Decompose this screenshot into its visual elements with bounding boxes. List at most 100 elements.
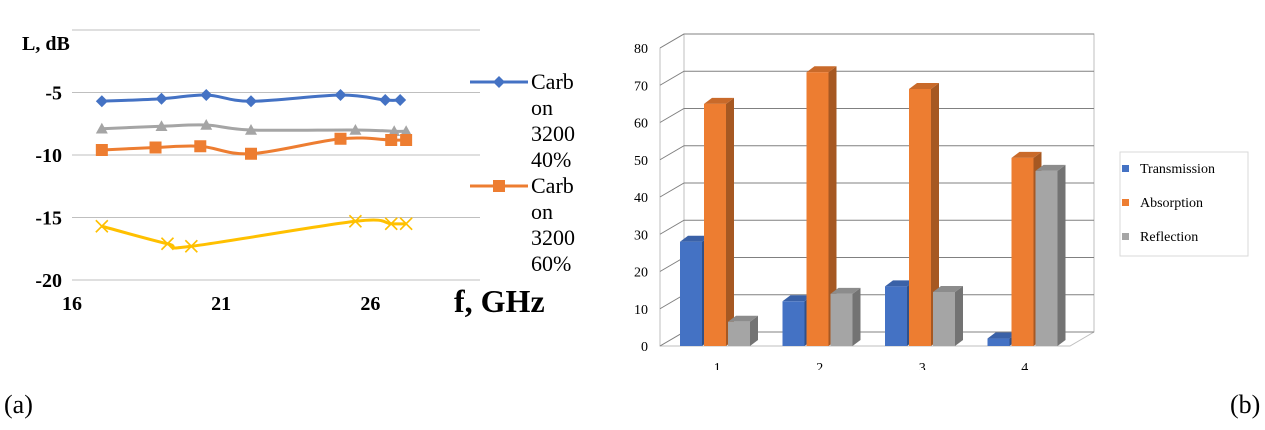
b-y-tick-label: 70 bbox=[634, 79, 648, 94]
b-x-tick-label: 1 bbox=[714, 361, 721, 370]
b-bar-top bbox=[987, 332, 1018, 339]
a-x-tick-labels: 16 21 26 bbox=[62, 293, 380, 315]
a-data-point bbox=[399, 217, 413, 231]
b-y-tick-label: 50 bbox=[634, 154, 648, 169]
a-series-line bbox=[101, 218, 407, 250]
b-bar-reflection bbox=[1035, 164, 1066, 346]
a-data-point bbox=[200, 89, 213, 101]
a-y-tick-labels: -5 -10 -15 -20 bbox=[35, 83, 62, 293]
b-bar-front bbox=[680, 241, 702, 346]
a-data-point bbox=[149, 141, 162, 154]
bar-chart-b: 0 10 20 30 40 50 60 70 80 1 2 3 4 Transmission Absor… bbox=[634, 33, 1249, 370]
a-legend-marker bbox=[493, 76, 505, 88]
b-gridline bbox=[659, 108, 1094, 123]
a-legend-label-line: 3200 bbox=[531, 225, 575, 250]
b-bar-front bbox=[987, 338, 1010, 346]
b-y-tick-label: 10 bbox=[634, 303, 648, 318]
b-gridline bbox=[659, 182, 1094, 198]
a-data-point bbox=[348, 214, 362, 228]
b-bar-side bbox=[1057, 164, 1066, 346]
a-data-point bbox=[95, 144, 108, 156]
a-data-point bbox=[95, 219, 109, 233]
b-y-tick-label: 40 bbox=[634, 191, 648, 206]
b-legend-box bbox=[1119, 151, 1249, 257]
a-legend-label-line: 40% bbox=[531, 147, 571, 172]
b-legend-swatch bbox=[1122, 233, 1129, 240]
a-data-point bbox=[400, 134, 413, 146]
a-data-point bbox=[194, 140, 207, 153]
b-bar-side bbox=[726, 97, 734, 346]
b-bar-front bbox=[704, 103, 726, 346]
b-legend-label: Absorption bbox=[1140, 196, 1203, 211]
a-series-0 bbox=[95, 89, 407, 108]
a-data-point bbox=[184, 239, 198, 253]
b-bar-top bbox=[1011, 151, 1042, 158]
a-data-point bbox=[160, 237, 175, 251]
a-series-group bbox=[95, 89, 413, 253]
b-x-tick-label: 3 bbox=[919, 361, 926, 370]
b-bar-top bbox=[806, 66, 837, 73]
b-legend-label: Reflection bbox=[1140, 230, 1198, 245]
a-data-point bbox=[394, 94, 407, 106]
a-legend-label-line: on bbox=[531, 199, 553, 224]
b-bar-front bbox=[933, 291, 955, 346]
b-gridline bbox=[659, 33, 1094, 49]
b-bar-front bbox=[1011, 157, 1034, 346]
a-legend-label-line: Carb bbox=[531, 69, 574, 94]
a-legend-marker bbox=[493, 180, 505, 192]
line-chart-a: -5-10-15-20 16 21 26 Carbon320040%Carbon32… bbox=[22, 29, 575, 319]
b-bar-reflection bbox=[830, 287, 861, 346]
a-y-tick-label: -5 bbox=[45, 83, 62, 105]
a-x-tick-label: 26 bbox=[360, 293, 380, 315]
b-legend: Transmission Absorption Reflection bbox=[1119, 151, 1249, 257]
a-data-point bbox=[155, 92, 168, 105]
a-gridlines bbox=[72, 29, 480, 281]
b-bar-top bbox=[933, 285, 963, 292]
b-bar-front bbox=[1035, 170, 1058, 346]
b-y-tick-label: 60 bbox=[634, 117, 648, 132]
a-data-point bbox=[95, 95, 108, 108]
a-data-point bbox=[334, 132, 347, 145]
b-bar-side bbox=[931, 82, 939, 346]
b-bar-side bbox=[750, 315, 758, 346]
a-y-axis-label: L, dB bbox=[22, 33, 70, 55]
a-data-point bbox=[245, 95, 257, 108]
b-gridline bbox=[659, 70, 1094, 86]
a-x-axis-label: f, GHz bbox=[454, 283, 545, 319]
b-legend-swatch bbox=[1122, 199, 1129, 206]
a-data-point bbox=[388, 125, 401, 137]
b-bar-side bbox=[828, 66, 837, 347]
b-bar-absorption bbox=[909, 82, 939, 346]
a-data-point bbox=[155, 120, 168, 132]
b-bar-absorption bbox=[806, 66, 837, 347]
b-bar-top bbox=[830, 287, 861, 294]
b-bar-top bbox=[885, 280, 915, 287]
a-y-tick-label: -20 bbox=[35, 270, 62, 292]
a-data-point bbox=[379, 94, 392, 106]
b-bar-reflection bbox=[933, 285, 963, 346]
a-legend-label-line: 3200 bbox=[531, 121, 575, 146]
b-legend-swatch bbox=[1122, 165, 1129, 172]
b-bar-front bbox=[728, 321, 750, 346]
a-data-point bbox=[334, 89, 347, 101]
b-y-tick-labels: 0 10 20 30 40 50 60 70 80 bbox=[634, 42, 648, 355]
b-bar-top bbox=[909, 82, 939, 89]
b-bar-front bbox=[909, 88, 931, 346]
a-series-1 bbox=[95, 119, 413, 137]
a-data-point bbox=[385, 134, 398, 146]
a-data-point bbox=[245, 147, 257, 160]
b-bar-top bbox=[782, 295, 813, 302]
a-y-tick-label: -15 bbox=[35, 208, 62, 230]
b-bar-front bbox=[806, 72, 829, 347]
a-legend-label-line: Carb bbox=[531, 173, 574, 198]
b-y-tick-label: 30 bbox=[634, 228, 648, 243]
b-bar-reflection bbox=[728, 315, 758, 346]
b-bar-side bbox=[955, 285, 963, 346]
b-y-tick-label: 80 bbox=[634, 42, 648, 57]
b-bar-absorption bbox=[704, 97, 734, 346]
a-legend-label-line: on bbox=[531, 95, 553, 120]
b-x-tick-label: 2 bbox=[816, 361, 823, 370]
b-bar-top bbox=[728, 315, 758, 322]
